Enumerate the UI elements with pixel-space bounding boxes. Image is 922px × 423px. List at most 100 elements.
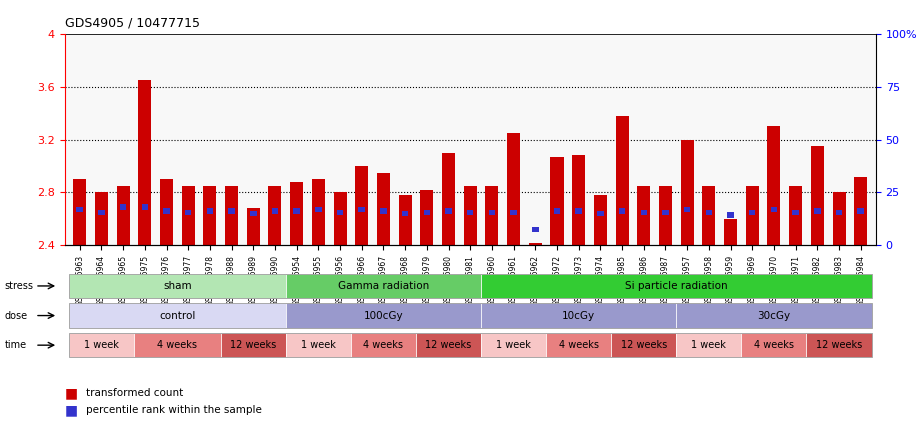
Bar [142, 204, 148, 210]
Bar [724, 219, 737, 245]
Text: ■: ■ [65, 386, 77, 401]
Text: 4 weeks: 4 weeks [363, 340, 404, 350]
Bar [597, 211, 604, 216]
Bar [573, 156, 585, 245]
Text: control: control [160, 310, 195, 321]
Text: 10cGy: 10cGy [562, 310, 596, 321]
Bar [789, 186, 802, 245]
Bar [207, 209, 213, 214]
Bar [138, 80, 151, 245]
Text: sham: sham [163, 281, 192, 291]
Bar [705, 210, 712, 215]
Text: 30cGy: 30cGy [757, 310, 790, 321]
Text: 4 weeks: 4 weeks [559, 340, 598, 350]
Bar [160, 179, 173, 245]
Bar [95, 192, 108, 245]
Text: 4 weeks: 4 weeks [754, 340, 794, 350]
Bar [771, 207, 777, 212]
Bar [420, 190, 433, 245]
Bar [511, 210, 517, 215]
Bar [792, 210, 798, 215]
Bar [355, 166, 368, 245]
Bar [185, 210, 192, 215]
Bar [616, 116, 629, 245]
Bar [398, 195, 411, 245]
Text: 12 weeks: 12 weeks [230, 340, 277, 350]
Bar [529, 243, 542, 245]
Bar [835, 210, 843, 215]
Bar [659, 186, 672, 245]
Text: 4 weeks: 4 weeks [158, 340, 197, 350]
Bar [749, 210, 755, 215]
Bar [359, 207, 365, 212]
Text: GDS4905 / 10477715: GDS4905 / 10477715 [65, 17, 199, 30]
Text: 1 week: 1 week [496, 340, 531, 350]
Bar [489, 210, 495, 215]
Text: 100cGy: 100cGy [363, 310, 403, 321]
Bar [225, 186, 238, 245]
Bar [73, 179, 87, 245]
Bar [703, 186, 715, 245]
Bar [442, 153, 455, 245]
Bar [163, 209, 170, 214]
Bar [315, 207, 322, 212]
Text: 12 weeks: 12 weeks [816, 340, 862, 350]
Bar [312, 179, 325, 245]
Bar [182, 186, 195, 245]
Bar [116, 186, 130, 245]
Text: 1 week: 1 week [84, 340, 119, 350]
Text: 12 weeks: 12 weeks [621, 340, 667, 350]
Bar [575, 209, 582, 214]
Bar [402, 211, 408, 216]
Text: stress: stress [5, 281, 33, 291]
Bar [120, 204, 126, 210]
Bar [619, 209, 625, 214]
Text: dose: dose [5, 310, 28, 321]
Bar [641, 210, 647, 215]
Bar [445, 209, 452, 214]
Bar [334, 192, 347, 245]
Bar [810, 146, 824, 245]
Bar [250, 211, 256, 216]
Bar [485, 186, 499, 245]
Bar [272, 209, 278, 214]
Text: ■: ■ [65, 403, 77, 418]
Bar [98, 210, 105, 215]
Bar [594, 195, 607, 245]
Bar [767, 126, 780, 245]
Bar [77, 207, 83, 212]
Bar [550, 157, 563, 245]
Bar [377, 173, 390, 245]
Bar [746, 186, 759, 245]
Bar [380, 209, 386, 214]
Bar [684, 207, 691, 212]
Bar [833, 192, 845, 245]
Bar [268, 186, 281, 245]
Text: 1 week: 1 week [692, 340, 727, 350]
Bar [290, 182, 303, 245]
Text: Si particle radiation: Si particle radiation [625, 281, 727, 291]
Bar [204, 186, 217, 245]
Text: transformed count: transformed count [86, 388, 183, 398]
Bar [532, 227, 538, 232]
Text: percentile rank within the sample: percentile rank within the sample [86, 405, 262, 415]
Bar [229, 209, 235, 214]
Bar [247, 208, 260, 245]
Bar [337, 210, 343, 215]
Bar [467, 210, 474, 215]
Bar [554, 209, 561, 214]
Bar [464, 186, 477, 245]
Bar [854, 177, 868, 245]
Bar [662, 210, 668, 215]
Bar [637, 186, 650, 245]
Bar [814, 209, 821, 214]
Text: 12 weeks: 12 weeks [425, 340, 472, 350]
Text: Gamma radiation: Gamma radiation [337, 281, 429, 291]
Text: time: time [5, 340, 27, 350]
Bar [857, 209, 864, 214]
Bar [507, 133, 520, 245]
Bar [680, 140, 693, 245]
Bar [727, 212, 734, 217]
Bar [423, 210, 430, 215]
Text: 1 week: 1 week [301, 340, 336, 350]
